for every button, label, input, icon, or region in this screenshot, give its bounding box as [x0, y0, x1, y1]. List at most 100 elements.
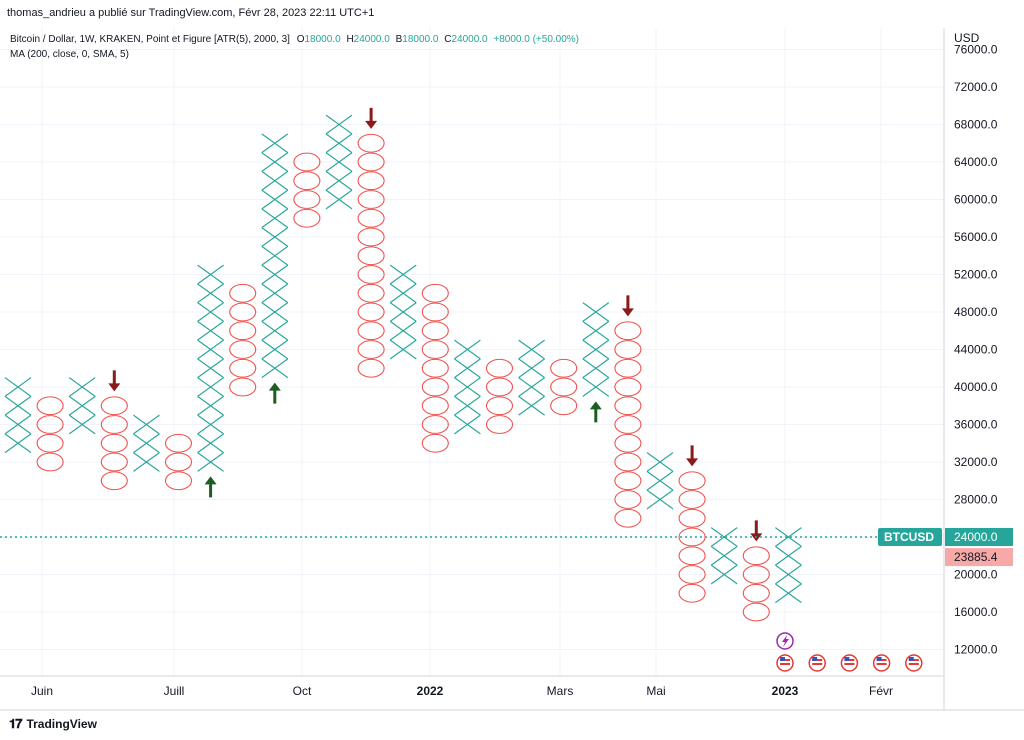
o-box — [614, 508, 642, 528]
o-box — [421, 433, 449, 453]
o-box — [357, 265, 385, 284]
o-box — [614, 490, 642, 509]
economic-events[interactable] — [776, 632, 923, 672]
x-box — [261, 264, 289, 285]
o-box — [614, 452, 642, 472]
o-box — [742, 565, 770, 584]
o-box — [742, 583, 770, 603]
x-column — [389, 264, 417, 360]
x-box — [197, 358, 224, 379]
x-column — [325, 114, 353, 210]
x-box — [646, 489, 674, 510]
us-flag-icon[interactable] — [872, 654, 891, 672]
o-box — [357, 190, 385, 209]
o-box — [421, 415, 449, 434]
currency-label[interactable]: USD — [954, 31, 980, 45]
legend-l-label: B — [396, 34, 403, 45]
sell-arrow-head — [621, 308, 634, 317]
x-box — [197, 452, 224, 472]
x-box — [4, 433, 32, 454]
o-box — [100, 471, 128, 491]
o-box — [614, 377, 642, 397]
o-box — [678, 565, 706, 584]
x-box — [582, 339, 610, 360]
o-box — [36, 415, 64, 434]
o-box — [357, 133, 385, 153]
symbol-tag-bg — [878, 528, 942, 546]
o-column — [36, 396, 64, 472]
x-box — [325, 133, 353, 154]
o-box — [678, 471, 706, 491]
o-box — [164, 433, 193, 453]
o-box — [550, 358, 578, 378]
legend-o-value: 18000.0 — [305, 34, 342, 45]
o-box — [614, 358, 642, 378]
x-box — [646, 452, 674, 472]
o-column — [164, 433, 193, 491]
o-box — [421, 283, 449, 303]
o-box — [357, 227, 385, 247]
x-box — [389, 302, 417, 322]
buy-arrow-head — [204, 476, 217, 485]
y-tick-label: 60000.0 — [954, 193, 998, 207]
o-box — [36, 396, 64, 416]
o-box — [678, 546, 706, 566]
o-box — [614, 340, 642, 359]
o-box — [485, 415, 514, 434]
sell-arrow-head — [365, 120, 378, 129]
y-tick-label: 44000.0 — [954, 343, 998, 357]
o-box — [164, 452, 193, 472]
y-tick-label: 28000.0 — [954, 493, 998, 507]
o-column — [550, 358, 578, 416]
x-box — [4, 377, 32, 397]
x-box — [518, 395, 545, 416]
o-box — [485, 396, 514, 416]
y-tick-label: 40000.0 — [954, 380, 998, 394]
o-box — [421, 377, 449, 397]
o-box — [293, 152, 321, 172]
us-flag-icon[interactable] — [905, 654, 923, 672]
x-box — [4, 395, 32, 416]
ma-value-bg — [945, 548, 1013, 567]
o-column — [678, 471, 706, 603]
x-box — [261, 170, 289, 191]
x-box — [197, 302, 224, 322]
x-tick-label: Oct — [293, 684, 312, 698]
x-box — [133, 452, 160, 472]
tradingview-logo[interactable]: 𝟏𝟕 TradingView — [9, 716, 97, 732]
o-box — [36, 452, 64, 472]
last-price-value: 24000.0 — [954, 530, 998, 544]
y-tick-label: 56000.0 — [954, 230, 998, 244]
o-box — [614, 433, 642, 453]
x-tick-label: Mai — [646, 684, 665, 698]
us-flag-icon[interactable] — [776, 654, 794, 672]
o-column — [293, 152, 321, 228]
us-flag-icon[interactable] — [808, 654, 826, 672]
pnf-columns — [4, 114, 802, 622]
x-box — [582, 377, 610, 397]
x-tick-label: Juill — [164, 684, 185, 698]
legend-c-value: 24000.0 — [451, 34, 488, 45]
legend-o-label: O — [297, 34, 305, 45]
x-column — [197, 264, 224, 472]
lightning-icon[interactable] — [776, 632, 794, 650]
us-flag-icon[interactable] — [840, 654, 859, 672]
x-box — [582, 320, 610, 341]
x-box — [261, 245, 289, 266]
x-box — [710, 527, 738, 547]
o-box — [357, 302, 385, 322]
o-box — [550, 377, 578, 397]
o-box — [678, 583, 706, 603]
x-box — [261, 133, 289, 154]
x-column — [4, 377, 32, 454]
x-box — [389, 283, 417, 304]
x-box — [389, 264, 417, 285]
o-box — [100, 433, 128, 453]
brand-name: TradingView — [26, 717, 97, 731]
y-tick-label: 68000.0 — [954, 118, 998, 132]
sell-arrow-head — [108, 383, 121, 392]
tv-logo-icon: 𝟏𝟕 — [9, 716, 23, 731]
y-tick-label: 48000.0 — [954, 305, 998, 319]
o-box — [36, 433, 64, 453]
